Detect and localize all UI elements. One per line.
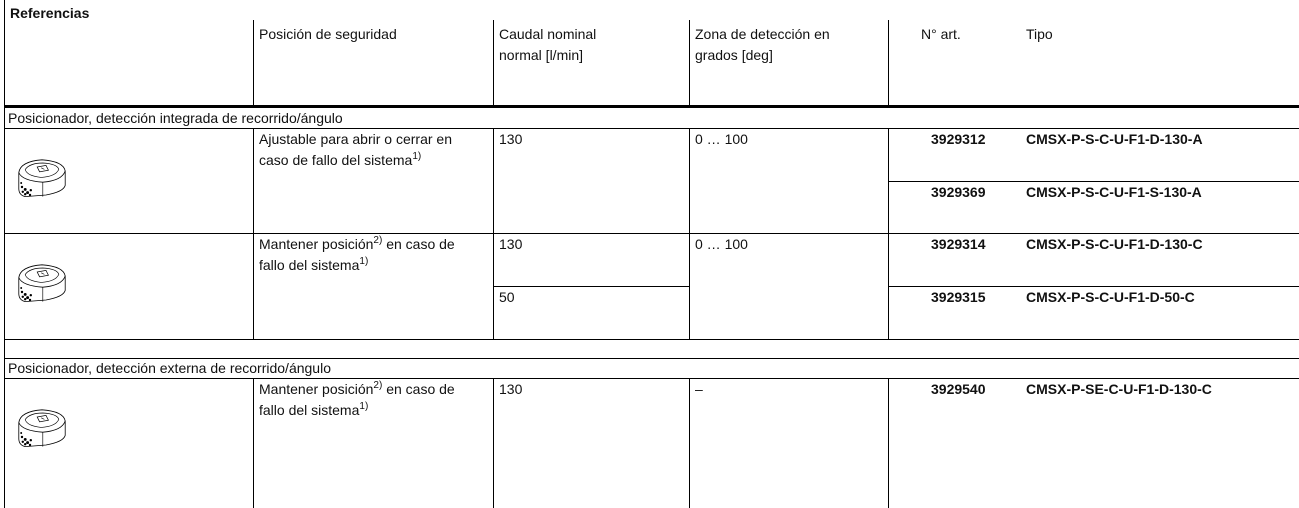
rule xyxy=(253,20,254,106)
section-label: Posicionador, detección integrada de rec… xyxy=(8,110,343,126)
rule xyxy=(4,339,1299,340)
footnote-ref: 1) xyxy=(359,256,369,267)
article-number: 3929315 xyxy=(931,289,986,305)
range-value: 0 … 100 xyxy=(695,236,748,252)
footnote-ref: 1) xyxy=(412,151,422,162)
rule xyxy=(493,286,689,287)
footnote-ref: 2) xyxy=(373,235,383,246)
header-cell: N° art. xyxy=(921,26,961,42)
rule xyxy=(493,20,494,106)
rule xyxy=(253,378,254,508)
rule xyxy=(689,233,690,339)
article-number: 3929312 xyxy=(931,131,986,147)
rule xyxy=(689,378,690,508)
rule xyxy=(888,378,889,508)
rule xyxy=(888,286,1299,287)
rule xyxy=(888,20,889,106)
rule xyxy=(253,233,254,339)
rule xyxy=(888,180,1299,182)
type-code: CMSX-P-S-C-U-F1-D-130-C xyxy=(1026,236,1203,252)
safety-part: Mantener posición xyxy=(259,381,374,397)
header-cell: Zona de detección en grados [deg] xyxy=(695,26,830,63)
rule xyxy=(493,128,494,233)
device-icon xyxy=(14,404,70,454)
flow-value: 50 xyxy=(499,289,515,305)
rule xyxy=(4,233,1299,234)
safety-text: Ajustable para abrir o cerrar en caso de… xyxy=(259,129,464,171)
rule xyxy=(4,105,1299,108)
safety-part: en caso de fallo del sistema xyxy=(259,236,455,273)
header-cell: Tipo xyxy=(1026,26,1053,42)
type-code: CMSX-P-S-C-U-F1-D-130-A xyxy=(1026,131,1203,147)
section-label: Posicionador, detección externa de recor… xyxy=(8,360,331,376)
safety-part: Mantener posición xyxy=(259,236,374,252)
device-icon xyxy=(14,154,70,204)
rule xyxy=(689,128,690,233)
footnote-ref: 2) xyxy=(373,380,383,391)
header-cell: Posición de seguridad xyxy=(259,26,397,42)
type-code: CMSX-P-S-C-U-F1-S-130-A xyxy=(1026,183,1202,200)
flow-value: 130 xyxy=(499,236,523,252)
article-number: 3929540 xyxy=(931,381,986,397)
header-cell: Caudal nominal normal [l/min] xyxy=(499,26,597,63)
range-value: 0 … 100 xyxy=(695,131,748,147)
safety-text: Mantener posición2) en caso de fallo del… xyxy=(259,379,464,421)
rule xyxy=(4,378,1299,379)
safety-part: Ajustable para abrir o cerrar en caso de… xyxy=(259,131,452,168)
device-icon xyxy=(14,259,70,309)
safety-part: en caso de fallo del sistema xyxy=(259,381,455,418)
flow-value: 130 xyxy=(499,131,523,147)
article-number: 3929369 xyxy=(931,183,986,200)
title: Referencias xyxy=(10,5,90,21)
rule xyxy=(4,358,1299,359)
rule xyxy=(493,378,494,508)
rule xyxy=(253,128,254,233)
rule xyxy=(4,128,1299,129)
safety-text: Mantener posición2) en caso de fallo del… xyxy=(259,234,464,276)
type-code: CMSX-P-SE-C-U-F1-D-130-C xyxy=(1026,381,1212,397)
type-code: CMSX-P-S-C-U-F1-D-50-C xyxy=(1026,289,1195,305)
rule xyxy=(689,20,690,106)
article-number: 3929314 xyxy=(931,236,986,252)
footnote-ref: 1) xyxy=(359,401,369,412)
flow-value: 130 xyxy=(499,381,523,397)
rule xyxy=(4,0,5,508)
range-value: – xyxy=(695,381,703,397)
